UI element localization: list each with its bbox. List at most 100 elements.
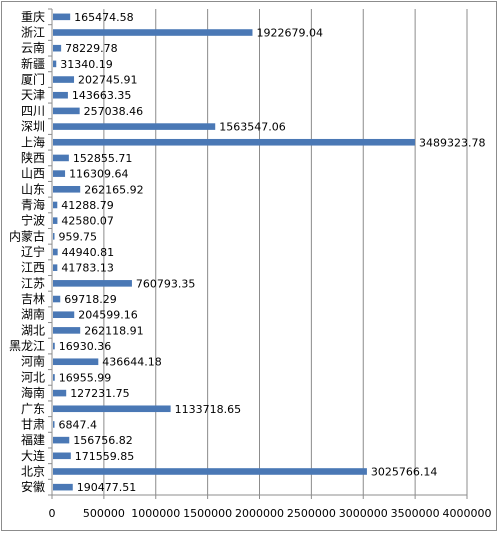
data-label: 31340.19 <box>60 58 112 71</box>
bar <box>53 295 61 303</box>
bar <box>53 436 70 444</box>
data-label: 262118.91 <box>84 324 144 337</box>
data-label: 202745.91 <box>78 74 137 87</box>
data-label: 3025766.14 <box>371 465 437 478</box>
data-label: 3489323.78 <box>419 136 485 149</box>
bar <box>53 342 55 350</box>
x-tick-label: 2500000 <box>287 507 336 520</box>
category-label: 黑龙江 <box>9 339 45 353</box>
category-label: 江苏 <box>21 276 45 290</box>
bar <box>53 358 99 366</box>
x-tick-label: 500000 <box>83 507 125 520</box>
data-label: 760793.35 <box>136 277 196 290</box>
data-label: 171559.85 <box>75 450 135 463</box>
data-label: 165474.58 <box>74 11 134 24</box>
category-label: 浙江 <box>21 26 45 40</box>
bar <box>53 264 58 271</box>
x-tick-label: 3500000 <box>391 507 440 520</box>
category-label: 辽宁 <box>21 244 45 259</box>
category-label: 湖南 <box>21 307 45 322</box>
bar <box>53 185 81 193</box>
category-label: 大连 <box>21 448 45 463</box>
data-label: 1922679.04 <box>256 27 322 40</box>
category-label: 海南 <box>21 385 45 400</box>
category-label: 天津 <box>21 88 45 102</box>
category-label: 新疆 <box>21 56 45 71</box>
bar <box>53 44 62 52</box>
bar <box>53 91 68 99</box>
data-label: 262165.92 <box>84 183 143 196</box>
category-label: 四川 <box>21 104 45 118</box>
x-tick-label: 4000000 <box>443 507 492 520</box>
bar <box>53 405 171 413</box>
data-label: 1133718.65 <box>175 403 241 416</box>
category-label: 重庆 <box>21 10 45 24</box>
data-label: 6847.4 <box>59 418 98 431</box>
bar <box>53 76 75 83</box>
bar <box>53 60 57 68</box>
data-label: 127231.75 <box>70 387 129 400</box>
category-label: 上海 <box>21 134 45 149</box>
category-label: 云南 <box>21 40 45 55</box>
bar <box>53 138 416 146</box>
data-label: 959.75 <box>59 230 98 243</box>
category-label: 山东 <box>21 182 45 196</box>
category-label: 北京 <box>21 464 45 478</box>
category-label: 厦门 <box>21 72 45 87</box>
x-tick-label: 3000000 <box>339 507 388 520</box>
data-label: 436644.18 <box>102 356 162 369</box>
data-label: 41783.13 <box>61 262 114 275</box>
x-tick-label: 1500000 <box>183 507 232 520</box>
data-label: 190477.51 <box>77 481 137 494</box>
x-tick-label: 1000000 <box>131 507 180 520</box>
bar <box>53 107 80 115</box>
data-label: 41288.79 <box>61 199 113 212</box>
data-label: 16955.99 <box>59 371 112 384</box>
category-label: 福建 <box>21 432 45 447</box>
data-label: 44940.81 <box>62 246 115 259</box>
category-label: 内蒙古 <box>9 228 45 243</box>
category-label: 安徽 <box>21 479 45 494</box>
bar <box>53 468 367 475</box>
bar <box>53 29 253 36</box>
data-label: 152855.71 <box>73 152 133 165</box>
bar <box>53 311 75 319</box>
bar <box>53 452 71 460</box>
data-label: 78229.78 <box>65 42 118 55</box>
bar <box>53 233 55 240</box>
data-label: 16930.36 <box>59 340 112 353</box>
category-label: 江西 <box>21 261 45 275</box>
data-label: 204599.16 <box>78 309 138 322</box>
category-label: 河北 <box>21 370 45 384</box>
x-tick-label: 2000000 <box>235 507 284 520</box>
category-label: 广东 <box>21 402 45 416</box>
data-label: 156756.82 <box>73 434 133 447</box>
bar <box>53 280 132 287</box>
bar <box>53 421 55 428</box>
data-label: 69718.29 <box>64 293 117 306</box>
category-label: 陕西 <box>21 150 45 165</box>
category-label: 甘肃 <box>21 417 45 431</box>
category-label: 深圳 <box>21 120 45 134</box>
bar <box>53 217 58 224</box>
bar <box>53 483 73 491</box>
bar <box>53 123 216 130</box>
category-label: 山西 <box>21 167 45 181</box>
data-label: 116309.64 <box>69 168 129 181</box>
bar <box>53 327 81 334</box>
category-label: 宁波 <box>21 213 45 228</box>
bar <box>53 13 71 21</box>
bar <box>53 389 67 397</box>
bar <box>53 154 69 162</box>
category-label: 吉林 <box>21 292 45 306</box>
category-label: 青海 <box>21 197 45 212</box>
data-label: 143663.35 <box>72 89 132 102</box>
data-label: 257038.46 <box>84 105 144 118</box>
category-label: 河南 <box>21 354 45 369</box>
bar <box>53 374 55 381</box>
bar <box>53 201 58 209</box>
x-tick-label: 0 <box>49 507 56 520</box>
bar <box>53 248 58 256</box>
